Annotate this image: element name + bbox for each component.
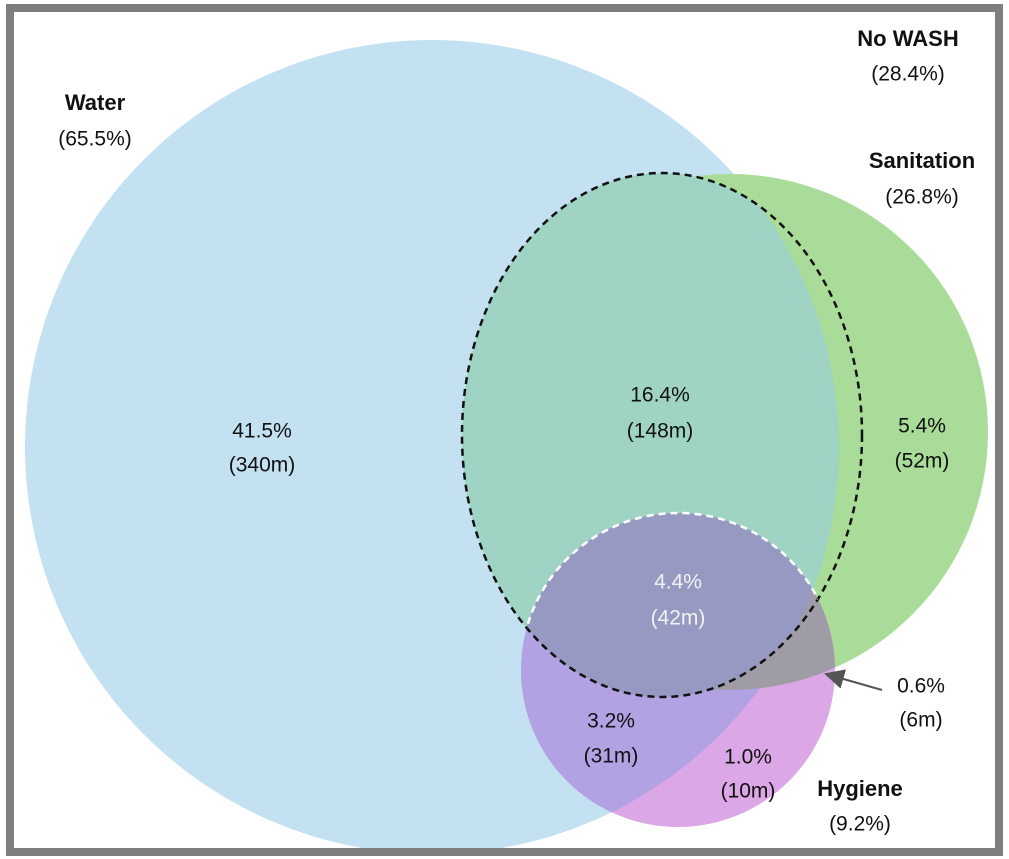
region-count: (340m) — [229, 454, 296, 477]
set-share: (65.5%) — [58, 128, 132, 151]
set-share: (9.2%) — [829, 813, 891, 836]
region-count: (31m) — [584, 745, 639, 768]
region-percent: 5.4% — [898, 415, 946, 438]
region-percent: 4.4% — [654, 571, 702, 594]
pointer-arrow — [824, 669, 883, 691]
region-count: (10m) — [721, 780, 776, 803]
region-count: (148m) — [627, 420, 694, 443]
set-name: No WASH — [857, 26, 958, 51]
region-percent: 1.0% — [724, 746, 772, 769]
region-percent: 0.6% — [897, 675, 945, 698]
region-count: (52m) — [895, 450, 950, 473]
region-count: (6m) — [899, 709, 942, 732]
frame — [6, 4, 1003, 856]
region-percent: 16.4% — [630, 384, 690, 407]
set-name: Hygiene — [817, 776, 903, 801]
region-percent: 41.5% — [232, 420, 292, 443]
triple-overlap — [521, 513, 835, 697]
set-name: Sanitation — [869, 148, 975, 173]
region-percent: 3.2% — [587, 710, 635, 733]
sanitation-outline — [460, 171, 864, 699]
set-name: Water — [65, 90, 126, 115]
set-share: (28.4%) — [871, 63, 945, 86]
venn-shapes — [25, 40, 988, 848]
set-share: (26.8%) — [885, 186, 959, 209]
region-count: (42m) — [651, 607, 706, 630]
